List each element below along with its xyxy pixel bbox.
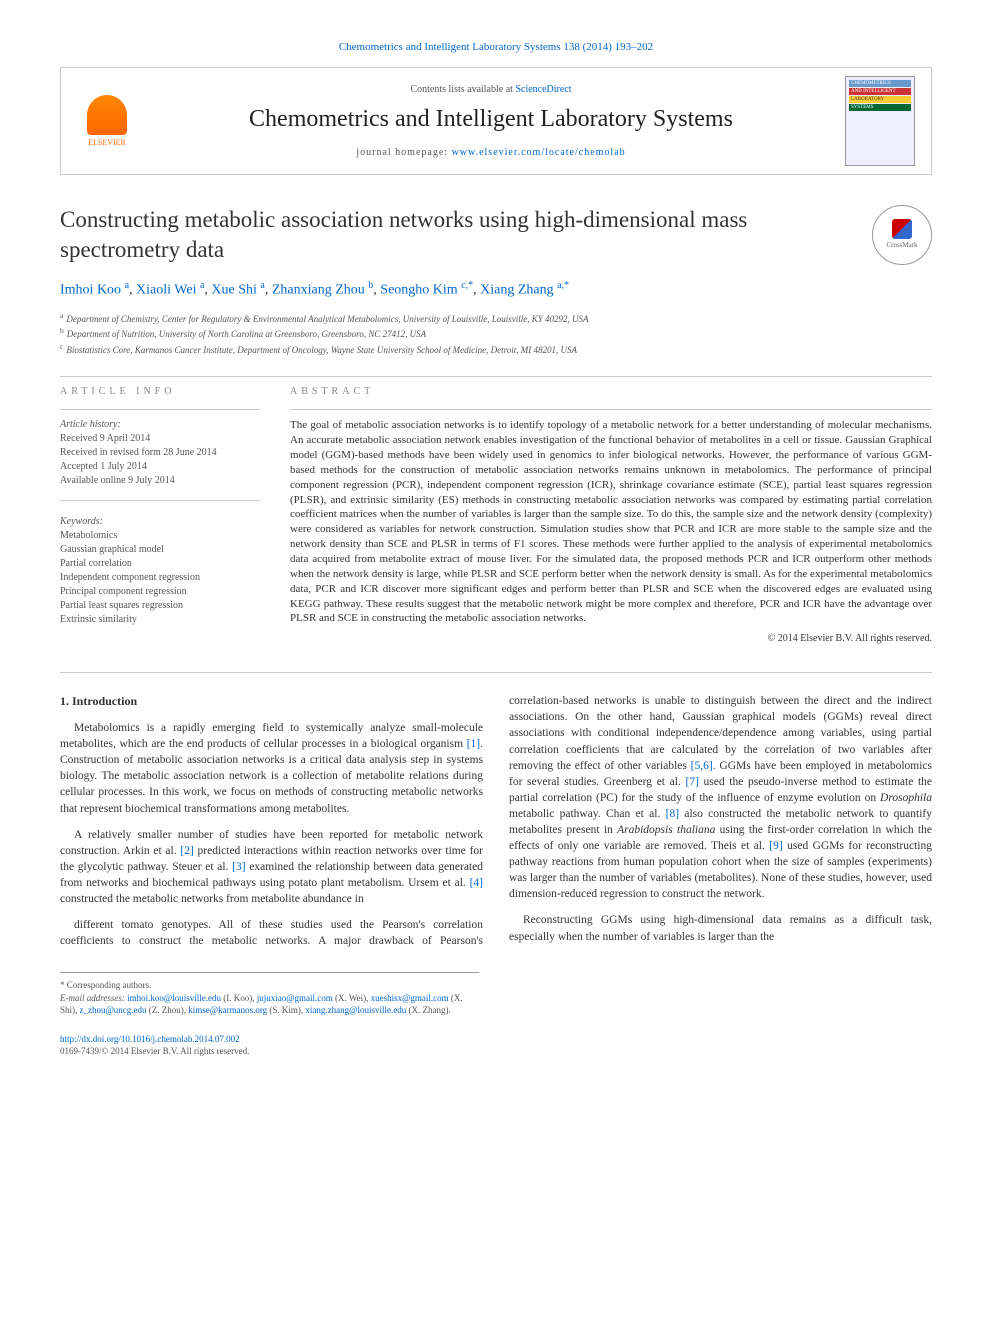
- ref-link[interactable]: [9]: [769, 840, 782, 852]
- sciencedirect-link[interactable]: ScienceDirect: [515, 84, 571, 95]
- publisher-name: ELSEVIER: [88, 137, 126, 148]
- crossmark-label: CrossMark: [886, 241, 917, 251]
- keyword: Partial least squares regression: [60, 599, 260, 613]
- homepage-prefix: journal homepage:: [356, 147, 451, 158]
- emails-line: E-mail addresses: imhoi.koo@louisville.e…: [60, 992, 479, 1017]
- corresponding-note: * Corresponding authors.: [60, 979, 479, 992]
- journal-name: Chemometrics and Intelligent Laboratory …: [157, 103, 825, 137]
- keyword: Independent component regression: [60, 571, 260, 585]
- cover-label-2: AND INTELLIGENT: [849, 88, 911, 95]
- journal-banner: ELSEVIER Contents lists available at Sci…: [60, 67, 932, 175]
- keyword: Gaussian graphical model: [60, 543, 260, 557]
- keyword: Metabolomics: [60, 529, 260, 543]
- divider: [60, 376, 932, 377]
- section-heading: 1. Introduction: [60, 693, 483, 710]
- author-link[interactable]: Zhanxiang Zhou: [272, 283, 365, 298]
- keywords-label: Keywords:: [60, 515, 260, 529]
- email-link[interactable]: z_zhou@uncg.edu: [80, 1005, 147, 1015]
- email-link[interactable]: imhoi.koo@louisville.edu: [127, 993, 221, 1003]
- banner-center: Contents lists available at ScienceDirec…: [157, 83, 825, 161]
- history-item: Accepted 1 July 2014: [60, 460, 260, 474]
- elsevier-tree-icon: [87, 95, 127, 135]
- email-link[interactable]: jujuxiao@gmail.com: [257, 993, 333, 1003]
- footer-block: http://dx.doi.org/10.1016/j.chemolab.201…: [60, 1033, 932, 1058]
- intro-p1: Metabolomics is a rapidly emerging field…: [60, 720, 483, 817]
- affiliation: cBiostatistics Core, Karmanos Cancer Ins…: [60, 342, 932, 357]
- crossmark-icon: [892, 219, 912, 239]
- affiliation: bDepartment of Nutrition, University of …: [60, 326, 932, 341]
- article-title: Constructing metabolic association netwo…: [60, 205, 852, 265]
- crossmark-badge[interactable]: CrossMark: [872, 205, 932, 265]
- ref-link[interactable]: [8]: [666, 808, 679, 820]
- keyword: Partial correlation: [60, 557, 260, 571]
- footnotes: * Corresponding authors. E-mail addresse…: [60, 972, 479, 1017]
- email-link[interactable]: xueshisx@gmail.com: [371, 993, 449, 1003]
- divider: [60, 500, 260, 501]
- author-link[interactable]: Xiaoli Wei: [136, 283, 196, 298]
- abstract-copyright: © 2014 Elsevier B.V. All rights reserved…: [290, 632, 932, 646]
- elsevier-logo: ELSEVIER: [77, 86, 137, 156]
- title-row: Constructing metabolic association netwo…: [60, 205, 932, 265]
- info-abstract-row: article info Article history: Received 9…: [60, 385, 932, 646]
- author-link[interactable]: Xiang Zhang: [480, 283, 553, 298]
- abstract-heading: abstract: [290, 385, 932, 399]
- header-citation: Chemometrics and Intelligent Laboratory …: [60, 40, 932, 55]
- history-item: Received in revised form 28 June 2014: [60, 446, 260, 460]
- authors-line: Imhoi Koo a, Xiaoli Wei a, Xue Shi a, Zh…: [60, 279, 932, 300]
- author-link[interactable]: Seongho Kim: [380, 283, 457, 298]
- homepage-link[interactable]: www.elsevier.com/locate/chemolab: [452, 147, 626, 158]
- article-info-heading: article info: [60, 385, 260, 399]
- keyword: Principal component regression: [60, 585, 260, 599]
- author-link[interactable]: Xue Shi: [211, 283, 257, 298]
- body-columns: 1. Introduction Metabolomics is a rapidl…: [60, 693, 932, 952]
- email-link[interactable]: kimse@karmanos.org: [188, 1005, 267, 1015]
- history-label: Article history:: [60, 418, 260, 432]
- doi-link[interactable]: http://dx.doi.org/10.1016/j.chemolab.201…: [60, 1034, 240, 1044]
- ref-link[interactable]: [1]: [467, 738, 480, 750]
- history-item: Received 9 April 2014: [60, 432, 260, 446]
- contents-prefix: Contents lists available at: [410, 84, 515, 95]
- journal-cover-thumb: CHEMOMETRICS AND INTELLIGENT LABORATORY …: [845, 76, 915, 166]
- intro-p2: A relatively smaller number of studies h…: [60, 827, 483, 907]
- intro-p4: Reconstructing GGMs using high-dimension…: [509, 912, 932, 944]
- history-list: Received 9 April 2014Received in revised…: [60, 432, 260, 488]
- author-link[interactable]: Imhoi Koo: [60, 283, 121, 298]
- history-item: Available online 9 July 2014: [60, 474, 260, 488]
- issn-copyright: 0169-7439/© 2014 Elsevier B.V. All right…: [60, 1045, 932, 1058]
- contents-line: Contents lists available at ScienceDirec…: [157, 83, 825, 97]
- cover-label-4: SYSTEMS: [849, 104, 911, 111]
- homepage-line: journal homepage: www.elsevier.com/locat…: [157, 146, 825, 160]
- cover-label-1: CHEMOMETRICS: [849, 80, 911, 87]
- email-link[interactable]: xiang.zhang@louisville.edu: [305, 1005, 406, 1015]
- affiliation: aDepartment of Chemistry, Center for Reg…: [60, 311, 932, 326]
- ref-link[interactable]: [7]: [685, 776, 698, 788]
- keyword: Extrinsic similarity: [60, 613, 260, 627]
- citation-link[interactable]: Chemometrics and Intelligent Laboratory …: [339, 41, 653, 53]
- abstract: abstract The goal of metabolic associati…: [290, 385, 932, 646]
- article-info: article info Article history: Received 9…: [60, 385, 260, 646]
- ref-link[interactable]: [3]: [232, 861, 245, 873]
- ref-link[interactable]: [5,6]: [691, 760, 713, 772]
- keywords-list: MetabolomicsGaussian graphical modelPart…: [60, 529, 260, 627]
- abstract-text: The goal of metabolic association networ…: [290, 418, 932, 626]
- divider: [60, 409, 260, 410]
- divider: [60, 672, 932, 673]
- divider: [290, 409, 932, 410]
- affiliations: aDepartment of Chemistry, Center for Reg…: [60, 311, 932, 357]
- ref-link[interactable]: [2]: [180, 845, 193, 857]
- cover-label-3: LABORATORY: [849, 96, 911, 103]
- ref-link[interactable]: [4]: [470, 877, 483, 889]
